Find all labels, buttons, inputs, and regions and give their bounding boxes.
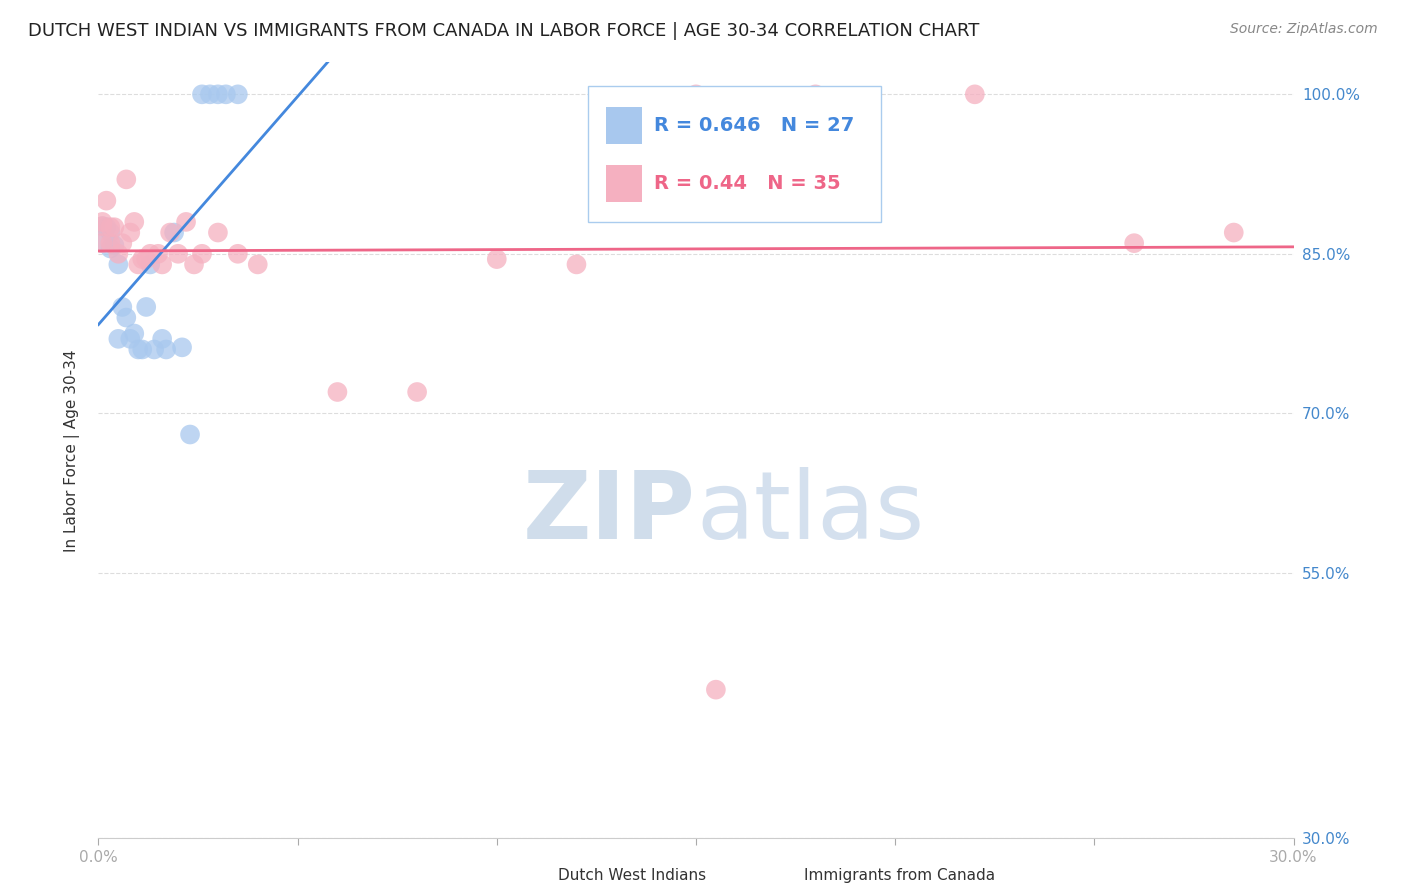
Point: [191, 247, 214, 261]
Point: [1123, 236, 1146, 251]
FancyBboxPatch shape: [606, 107, 643, 144]
Point: [111, 300, 134, 314]
Point: [172, 340, 194, 354]
Point: [485, 252, 508, 266]
Point: [963, 87, 986, 102]
Point: [115, 310, 138, 325]
Point: [107, 257, 129, 271]
Text: DUTCH WEST INDIAN VS IMMIGRANTS FROM CANADA IN LABOR FORCE | AGE 30-34 CORRELATI: DUTCH WEST INDIAN VS IMMIGRANTS FROM CAN…: [28, 22, 980, 40]
Point: [120, 226, 142, 240]
Point: [207, 226, 229, 240]
Point: [124, 326, 146, 341]
Point: [107, 332, 129, 346]
Point: [131, 343, 153, 357]
Point: [804, 87, 827, 102]
Text: Source: ZipAtlas.com: Source: ZipAtlas.com: [1230, 22, 1378, 37]
Point: [163, 226, 186, 240]
Point: [103, 220, 125, 235]
Point: [155, 343, 177, 357]
Point: [96, 220, 118, 235]
Point: [131, 252, 153, 266]
Point: [91, 215, 114, 229]
Point: [198, 87, 221, 102]
Point: [1223, 226, 1246, 240]
Point: [159, 226, 181, 240]
FancyBboxPatch shape: [589, 86, 882, 221]
Point: [107, 247, 129, 261]
Point: [98, 242, 122, 256]
Point: [226, 247, 249, 261]
Point: [139, 257, 162, 271]
Point: [91, 219, 114, 234]
Point: [91, 236, 114, 251]
Point: [120, 332, 142, 346]
Point: [174, 215, 197, 229]
Point: [226, 87, 249, 102]
Text: R = 0.646   N = 27: R = 0.646 N = 27: [654, 116, 855, 135]
Text: Immigrants from Canada: Immigrants from Canada: [804, 869, 995, 883]
Y-axis label: In Labor Force | Age 30-34: In Labor Force | Age 30-34: [65, 349, 80, 552]
Point: [124, 215, 146, 229]
Point: [191, 87, 214, 102]
Point: [98, 220, 122, 235]
Point: [135, 300, 157, 314]
Point: [91, 236, 114, 251]
Point: [96, 194, 118, 208]
FancyBboxPatch shape: [752, 863, 794, 885]
Text: atlas: atlas: [696, 467, 924, 558]
Point: [135, 252, 157, 266]
Point: [326, 384, 349, 399]
Point: [143, 343, 166, 357]
Point: [103, 238, 125, 252]
Point: [127, 257, 149, 271]
Point: [148, 247, 170, 261]
Text: R = 0.44   N = 35: R = 0.44 N = 35: [654, 174, 841, 193]
Point: [127, 343, 149, 357]
Point: [111, 236, 134, 251]
Point: [91, 219, 114, 234]
FancyBboxPatch shape: [606, 165, 643, 202]
Point: [150, 332, 173, 346]
Point: [215, 87, 238, 102]
Point: [406, 384, 429, 399]
Point: [207, 87, 229, 102]
Point: [150, 257, 173, 271]
Point: [167, 247, 190, 261]
Text: ZIP: ZIP: [523, 467, 696, 558]
Point: [183, 257, 205, 271]
Point: [179, 427, 201, 442]
Point: [246, 257, 269, 271]
FancyBboxPatch shape: [506, 863, 548, 885]
Point: [139, 247, 162, 261]
Text: Dutch West Indians: Dutch West Indians: [558, 869, 706, 883]
Point: [98, 236, 122, 251]
Point: [685, 87, 707, 102]
Point: [98, 226, 122, 240]
Point: [565, 257, 588, 271]
Point: [115, 172, 138, 186]
Point: [704, 682, 727, 697]
